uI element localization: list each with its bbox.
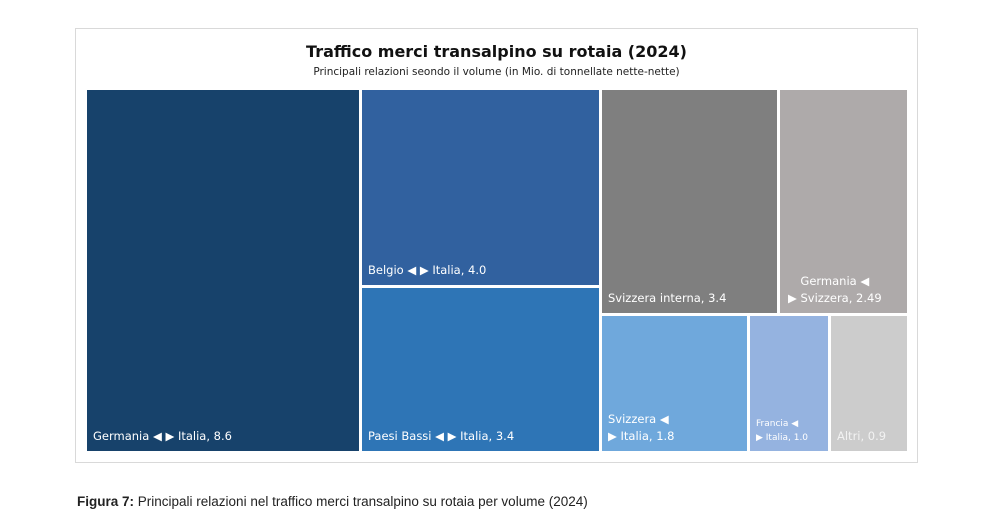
treemap-cell-francia-italia: Francia ◀ ▶ Italia, 1.0 <box>750 316 828 451</box>
cell-label: Paesi Bassi ◀ ▶ Italia, 3.4 <box>368 429 515 443</box>
cell-label: Belgio ◀ ▶ Italia, 4.0 <box>368 263 487 277</box>
treemap-cell-belgio-italia: Belgio ◀ ▶ Italia, 4.0 <box>362 90 599 285</box>
cell-label: Germania ◀ ▶ Svizzera, 2.49 <box>788 274 882 305</box>
cell-label: Svizzera ◀ ▶ Italia, 1.8 <box>608 412 675 443</box>
treemap-cell-svizzera-interna: Svizzera interna, 3.4 <box>602 90 777 313</box>
cell-label: Altri, 0.9 <box>837 429 887 443</box>
cell-label: Francia ◀ ▶ Italia, 1.0 <box>756 419 809 443</box>
treemap-cell-altri: Altri, 0.9 <box>831 316 907 451</box>
treemap-cell-paesi-bassi-italia: Paesi Bassi ◀ ▶ Italia, 3.4 <box>362 288 599 451</box>
chart-subtitle: Principali relazioni seondo il volume (i… <box>313 66 680 78</box>
chart-title: Traffico merci transalpino su rotaia (20… <box>306 42 687 61</box>
cell-label: Svizzera interna, 3.4 <box>608 291 727 305</box>
treemap-cell-svizzera-italia: Svizzera ◀ ▶ Italia, 1.8 <box>602 316 747 451</box>
caption-text: Principali relazioni nel traffico merci … <box>134 494 588 509</box>
treemap-cell-germania-svizzera: Germania ◀ ▶ Svizzera, 2.49 <box>780 90 907 313</box>
figure-caption: Figura 7: Principali relazioni nel traff… <box>77 494 588 509</box>
caption-prefix: Figura 7: <box>77 494 135 509</box>
treemap-cell-germania-italia: Germania ◀ ▶ Italia, 8.6 <box>87 90 359 451</box>
cell-label: Germania ◀ ▶ Italia, 8.6 <box>93 429 232 443</box>
